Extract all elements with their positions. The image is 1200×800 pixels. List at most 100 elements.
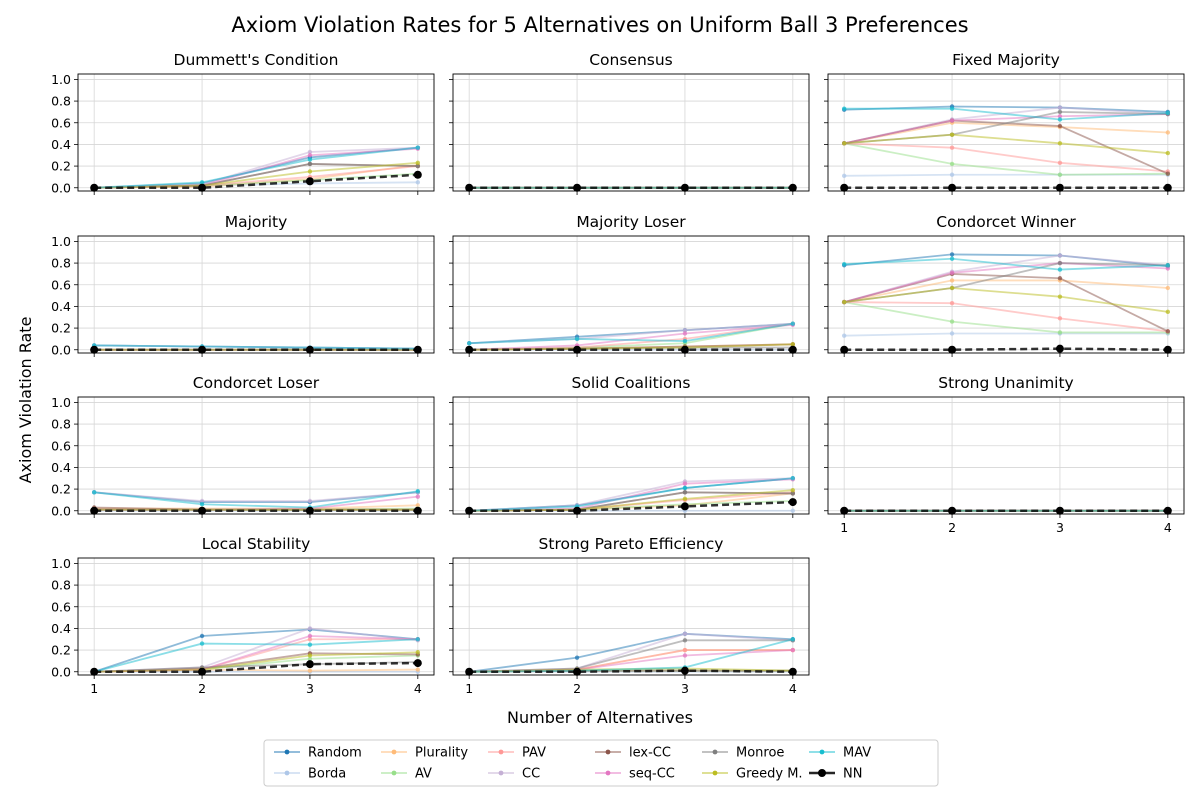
legend-marker (284, 749, 290, 755)
legend-marker (498, 770, 504, 776)
data-point-cc (682, 328, 688, 333)
data-point-mav (415, 145, 421, 150)
series-line-pav (844, 301, 1168, 333)
data-point-nn (305, 177, 314, 186)
panel-frame (827, 73, 1185, 192)
data-point-greedy-m (1057, 294, 1063, 299)
legend-label: MAV (843, 746, 871, 761)
series-line-greedy-m (844, 133, 1168, 154)
data-point-borda (841, 333, 847, 338)
data-point-monroe (682, 638, 688, 643)
data-point-mav (1057, 267, 1063, 272)
series-seq-cc (841, 111, 1171, 146)
legend-marker (391, 770, 397, 776)
data-point-nn (90, 345, 99, 354)
y-tick-label: 0.6 (51, 277, 71, 292)
grid (828, 397, 1184, 514)
y-tick-label: 1.0 (51, 556, 71, 571)
panel-strong-unanimity: 1 2 3 4 Strong Unanimity (824, 374, 1185, 535)
y-tick-label: 0.4 (51, 299, 71, 314)
data-point-plurality (1165, 285, 1171, 291)
y-tick-label: 0.8 (51, 256, 71, 271)
data-point-nn (840, 345, 849, 354)
series-mav (466, 637, 796, 674)
data-point-nn (198, 183, 207, 192)
grid (78, 74, 434, 191)
data-point-nn (90, 506, 99, 515)
panel-title: Strong Unanimity (938, 374, 1073, 392)
y-tick-label: 0.4 (51, 137, 71, 152)
legend-label: AV (415, 767, 432, 782)
x-tick-label: 4 (789, 681, 797, 696)
data-point-greedy-m (841, 141, 847, 146)
y-tick-label: 1.0 (51, 395, 71, 410)
data-point-greedy-m (949, 285, 955, 291)
data-point-mav (790, 476, 796, 481)
panel-frame (827, 396, 1185, 515)
series-line-plurality (844, 279, 1168, 303)
data-point-av (949, 319, 955, 324)
panel-title: Local Stability (202, 535, 311, 553)
data-point-nn (305, 660, 314, 669)
data-point-plurality (415, 503, 421, 508)
data-point-nn (788, 498, 797, 507)
data-point-nn (1163, 506, 1172, 515)
series-mav (841, 256, 1171, 272)
legend-entry-plurality: Plurality (381, 746, 468, 761)
x-tick-label: 1 (90, 681, 98, 696)
data-point-nn (948, 345, 957, 354)
data-point-nn (948, 183, 957, 192)
data-point-greedy-m (1165, 309, 1171, 315)
series-line-greedy-m (94, 161, 418, 189)
series-nn (465, 498, 797, 515)
panel-majority: 0.0 0.2 0.4 0.6 0.8 1.0 Majority (51, 213, 435, 357)
data-point-nn (680, 345, 689, 354)
series-line-greedy-m (94, 651, 418, 673)
data-point-monroe (790, 491, 796, 496)
panel-title: Majority (225, 213, 288, 231)
data-point-nn (90, 667, 99, 676)
data-point-greedy-m (415, 650, 421, 655)
series-line-nn (94, 173, 418, 189)
data-point-nn (198, 506, 207, 515)
series-nn (465, 183, 797, 192)
data-point-monroe (682, 490, 688, 495)
series-line-av (844, 301, 1168, 334)
series-line-mav (844, 257, 1168, 271)
panel-frame (452, 557, 810, 676)
data-point-nn (573, 183, 582, 192)
data-point-monroe (415, 163, 421, 169)
panel-title: Fixed Majority (952, 51, 1060, 69)
data-point-nn (90, 183, 99, 192)
series-line-greedy-m (469, 343, 793, 351)
series-mav (841, 106, 1171, 122)
data-point-nn (465, 506, 474, 515)
legend-label: CC (522, 767, 540, 782)
data-point-nn (948, 506, 957, 515)
panel-frame (77, 73, 435, 192)
data-point-av (1057, 172, 1063, 177)
x-tick-label: 2 (198, 681, 206, 696)
x-tick-label: 3 (306, 681, 314, 696)
series-line-plurality (844, 121, 1168, 145)
panel-condorcet-loser: 0.0 0.2 0.4 0.6 0.8 1.0 Condorcet Loser (51, 374, 435, 518)
data-point-mav (91, 490, 97, 495)
panel-frame (77, 396, 435, 515)
data-point-av (949, 161, 955, 167)
data-point-nn (198, 667, 207, 676)
data-point-seq-cc (949, 270, 955, 276)
panel-solid-coalitions: Solid Coalitions (449, 374, 810, 518)
data-point-mav (949, 256, 955, 261)
series-line-mav (469, 638, 794, 673)
panel-frame (452, 396, 810, 515)
legend-label: Greedy M. (736, 767, 803, 782)
data-point-borda (790, 508, 796, 513)
data-point-nn (1163, 183, 1172, 192)
data-point-nn (1163, 345, 1172, 354)
series-line-mav (94, 490, 418, 509)
data-point-nn (680, 666, 689, 675)
data-point-cc (1057, 253, 1063, 258)
data-point-lex-cc (1057, 276, 1063, 281)
data-point-seq-cc (415, 494, 421, 499)
data-point-greedy-m (415, 160, 421, 166)
